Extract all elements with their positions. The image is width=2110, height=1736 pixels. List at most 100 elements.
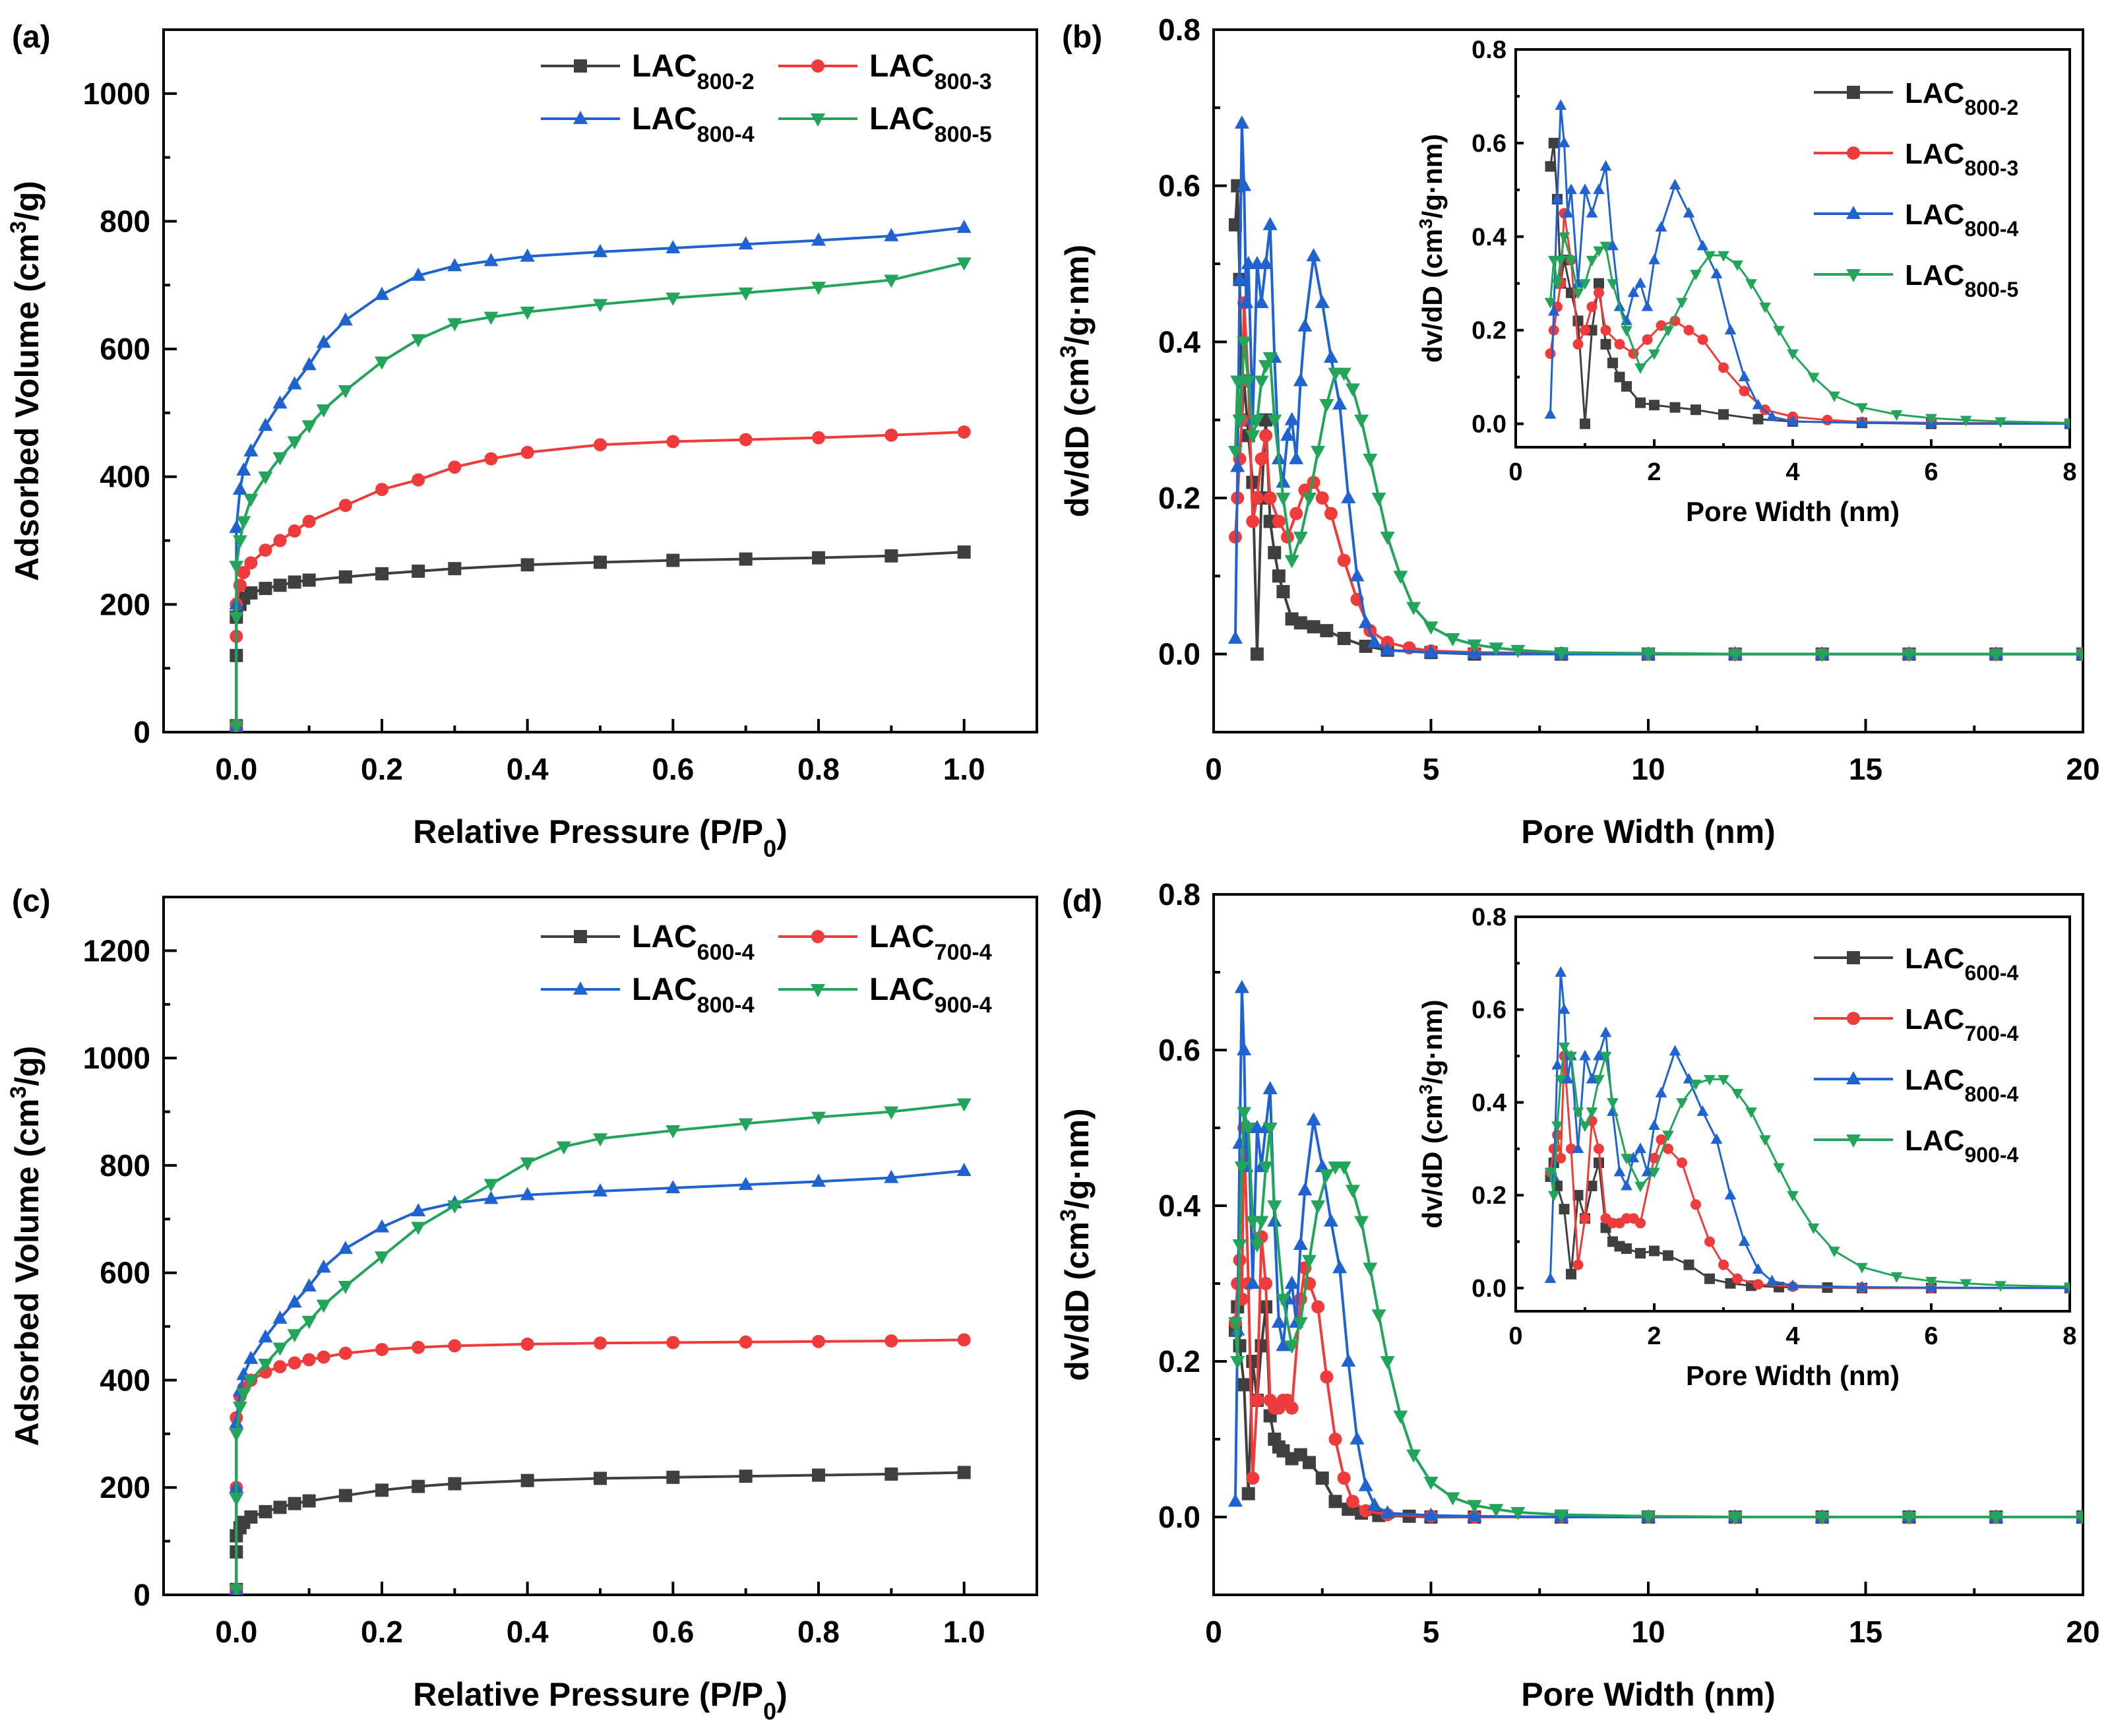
x-tick-label: 10 bbox=[1631, 1615, 1665, 1649]
x-axis-title: Pore Width (nm) bbox=[1521, 1676, 1776, 1713]
inset-x-tick-label: 6 bbox=[1924, 458, 1938, 486]
inset-x-tick-label: 4 bbox=[1785, 1322, 1799, 1350]
data-point-600-4 bbox=[244, 1510, 257, 1524]
x-tick-label: 1.0 bbox=[943, 1615, 985, 1649]
data-point-800-4 bbox=[1228, 631, 1243, 644]
inset-data-point-800-3 bbox=[1545, 348, 1556, 359]
data-point-800-3 bbox=[1324, 507, 1338, 520]
data-point-800-3 bbox=[1272, 515, 1286, 528]
inset-y-tick-label: 0.0 bbox=[1472, 1275, 1506, 1303]
y-tick-label: 0.0 bbox=[1158, 637, 1200, 671]
chart-panel-a: (a)0.0 0.2 0.4 0.6 0.8 1.002004006008001000Re… bbox=[6, 20, 1037, 862]
data-point-700-4 bbox=[1320, 1371, 1333, 1384]
inset-data-point-800-3 bbox=[1698, 334, 1708, 345]
data-point-600-4 bbox=[1242, 1487, 1255, 1501]
data-point-600-4 bbox=[666, 1471, 679, 1484]
data-point-600-4 bbox=[1237, 1378, 1251, 1391]
inset-data-point-800-2 bbox=[1670, 402, 1681, 413]
inset-y-tick-label: 0.0 bbox=[1472, 411, 1506, 439]
y-tick-label: 600 bbox=[100, 332, 150, 366]
data-point-600-4 bbox=[812, 1469, 825, 1482]
data-point-700-4 bbox=[521, 1338, 534, 1351]
data-point-600-4 bbox=[1316, 1472, 1329, 1485]
data-point-700-4 bbox=[1311, 1300, 1324, 1313]
chart-panel-b: (b)0 5 10 15 200.00.20.40.60.8Pore Width (nm… bbox=[1056, 13, 2100, 850]
inset-data-point-600-4 bbox=[1559, 1204, 1570, 1214]
y-tick-label: 600 bbox=[100, 1256, 150, 1290]
x-tick-label: 15 bbox=[1849, 1615, 1882, 1649]
data-point-700-4 bbox=[317, 1350, 330, 1363]
data-point-800-2 bbox=[412, 565, 425, 578]
data-point-800-3 bbox=[1255, 452, 1268, 466]
data-point-800-2 bbox=[1294, 616, 1307, 629]
data-point-700-4 bbox=[448, 1339, 461, 1352]
data-point-900-4 bbox=[484, 1179, 499, 1192]
data-point-800-4 bbox=[1285, 1276, 1299, 1289]
inset-data-point-600-4 bbox=[1635, 1248, 1646, 1258]
inset-x-tick-label: 2 bbox=[1647, 1322, 1661, 1350]
y-tick-label: 1200 bbox=[83, 933, 150, 968]
panel-label: (c) bbox=[12, 884, 51, 919]
y-tick-label: 0.6 bbox=[1158, 169, 1200, 203]
data-point-800-3 bbox=[259, 543, 272, 557]
legend-label: LAC700-4 bbox=[869, 919, 992, 965]
inset-x-tick-label: 8 bbox=[2063, 458, 2076, 486]
data-point-800-4 bbox=[1228, 1493, 1243, 1506]
data-point-800-3 bbox=[244, 556, 257, 569]
data-point-800-2 bbox=[958, 545, 971, 559]
inset-data-point-800-3 bbox=[1684, 325, 1694, 336]
legend-marker bbox=[1847, 951, 1860, 964]
legend-item: LAC900-4 bbox=[778, 972, 992, 1018]
x-tick-label: 5 bbox=[1423, 752, 1440, 786]
data-point-900-4 bbox=[229, 1493, 243, 1506]
data-point-800-4 bbox=[1293, 1237, 1308, 1250]
data-point-800-4 bbox=[236, 462, 251, 476]
series-line-700-4 bbox=[236, 1340, 964, 1589]
inset-y-tick-label: 0.2 bbox=[1472, 1182, 1506, 1210]
inset-data-point-800-3 bbox=[1642, 334, 1653, 345]
legend-marker bbox=[574, 59, 587, 73]
inset-data-point-800-2 bbox=[1545, 161, 1556, 171]
y-tick-label: 200 bbox=[100, 587, 150, 621]
data-point-800-3 bbox=[1338, 554, 1351, 567]
inset-data-point-600-4 bbox=[1663, 1251, 1673, 1261]
legend-marker bbox=[1847, 86, 1860, 99]
data-point-900-4 bbox=[1393, 1411, 1408, 1424]
x-tick-label: 0.4 bbox=[507, 752, 549, 786]
legend-item: LAC800-4 bbox=[541, 972, 755, 1018]
data-point-800-2 bbox=[521, 558, 534, 571]
panel-label: (b) bbox=[1062, 20, 1102, 55]
data-point-800-4 bbox=[1332, 1260, 1347, 1273]
data-point-800-4 bbox=[1324, 1214, 1338, 1227]
inset-data-point-800-3 bbox=[1718, 362, 1729, 373]
inset-data-point-600-4 bbox=[1594, 1158, 1604, 1168]
series-group bbox=[229, 220, 971, 733]
data-point-800-4 bbox=[1297, 319, 1312, 332]
inset-data-point-800-2 bbox=[1649, 400, 1660, 410]
inset-data-point-800-3 bbox=[1580, 325, 1590, 336]
data-point-800-5 bbox=[411, 334, 425, 348]
data-point-800-5 bbox=[1393, 571, 1408, 584]
data-point-800-2 bbox=[594, 555, 607, 569]
inset-y-axis-title: dv/dD (cm3/g·nm) bbox=[1415, 134, 1448, 363]
legend-marker bbox=[811, 930, 824, 943]
y-tick-label: 0.4 bbox=[1158, 325, 1200, 359]
inset-x-tick-label: 8 bbox=[2063, 1322, 2076, 1350]
data-point-800-5 bbox=[1311, 446, 1325, 459]
data-point-900-4 bbox=[1319, 1169, 1334, 1183]
data-point-800-2 bbox=[259, 582, 272, 595]
inset-data-point-800-2 bbox=[1753, 414, 1764, 424]
data-point-800-4 bbox=[233, 481, 247, 495]
data-point-800-3 bbox=[339, 499, 352, 512]
x-tick-label: 0.0 bbox=[215, 1615, 257, 1649]
data-point-800-5 bbox=[1371, 493, 1386, 506]
data-point-900-4 bbox=[411, 1222, 425, 1235]
legend-label: LAC800-3 bbox=[869, 49, 992, 94]
data-point-600-4 bbox=[739, 1470, 753, 1483]
inset-data-point-800-3 bbox=[1587, 301, 1598, 312]
data-point-800-4 bbox=[1307, 1112, 1321, 1125]
x-tick-label: 5 bbox=[1423, 1615, 1440, 1649]
data-point-800-3 bbox=[274, 534, 287, 547]
data-point-600-4 bbox=[259, 1505, 272, 1518]
data-point-800-5 bbox=[375, 356, 389, 369]
